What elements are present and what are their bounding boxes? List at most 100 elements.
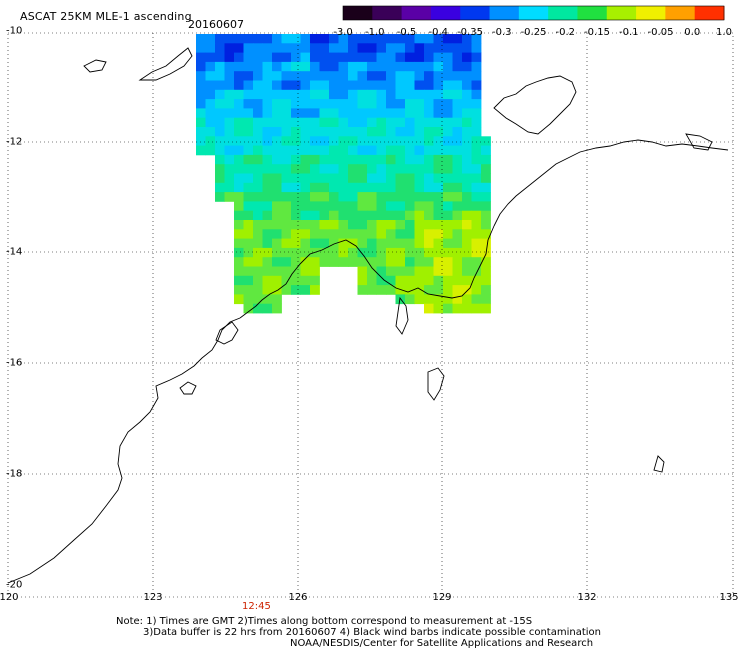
wind-cell [205, 127, 216, 137]
wind-cell [281, 34, 292, 44]
wind-cell [481, 285, 491, 295]
wind-cell [196, 127, 206, 137]
wind-cell [433, 275, 444, 286]
wind-cell [462, 80, 472, 91]
wind-cell [405, 182, 415, 193]
wind-cell [452, 89, 463, 100]
wind-cell [224, 34, 235, 44]
wind-cell [272, 285, 282, 295]
wind-cell [433, 164, 444, 174]
wind-cell [196, 99, 206, 109]
wind-cell [376, 145, 387, 156]
wind-cell [300, 71, 311, 81]
wind-cell [376, 257, 387, 267]
wind-cell [291, 238, 301, 249]
wind-cell [329, 257, 339, 267]
wind-cell [262, 182, 273, 193]
wind-cell [215, 99, 225, 109]
wind-cell [405, 145, 415, 156]
wind-cell [443, 294, 453, 305]
wind-cell [405, 257, 415, 267]
wind-cell [338, 201, 349, 212]
wind-cell [367, 89, 377, 100]
wind-cell [357, 182, 368, 193]
wind-cell [243, 164, 254, 174]
wind-cell [386, 127, 396, 137]
wind-cell [481, 275, 491, 286]
map-title: ASCAT 25KM MLE-1 ascending [20, 10, 192, 23]
wind-cell [471, 294, 482, 305]
wind-cell [224, 136, 235, 146]
wind-cell [452, 127, 463, 137]
wind-cell [338, 238, 349, 249]
wind-cell [357, 285, 368, 295]
wind-cell [338, 182, 349, 193]
wind-cell [357, 247, 368, 258]
wind-cell [452, 80, 463, 91]
wind-cell [424, 192, 434, 202]
wind-cell [329, 164, 339, 174]
wind-cell [462, 229, 472, 239]
wind-cell [424, 285, 434, 295]
wind-cell [471, 173, 482, 184]
wind-cell [443, 247, 453, 258]
wind-cell [291, 275, 301, 286]
wind-cell [310, 43, 320, 53]
wind-cell [367, 71, 377, 81]
wind-cell [310, 229, 320, 239]
wind-cell [433, 99, 444, 109]
wind-cell [405, 210, 415, 221]
wind-cell [319, 257, 330, 267]
wind-cell [386, 154, 396, 165]
wind-cell [395, 34, 406, 44]
wind-cell [414, 229, 425, 239]
wind-cell [300, 173, 311, 184]
wind-cell [443, 210, 453, 221]
wind-cell [433, 192, 444, 202]
wind-cell [224, 164, 235, 174]
wind-cell [405, 71, 415, 81]
wind-cell [281, 173, 292, 184]
wind-cell [215, 154, 225, 165]
wind-cell [367, 201, 377, 212]
wind-cell [272, 173, 282, 184]
wind-cell [329, 238, 339, 249]
wind-cell [443, 201, 453, 212]
wind-cell [348, 127, 358, 137]
wind-cell [234, 127, 244, 137]
wind-cell [395, 182, 406, 193]
wind-cell [272, 43, 282, 53]
x-label-1: 123 [143, 592, 163, 603]
wind-cell [253, 136, 263, 146]
wind-cell [329, 173, 339, 184]
wind-cell [272, 238, 282, 249]
wind-cell [395, 229, 406, 239]
wind-cell [471, 201, 482, 212]
wind-cell [300, 127, 311, 137]
wind-cell [319, 80, 330, 91]
wind-cell [243, 99, 254, 109]
wind-cell [443, 108, 453, 119]
wind-cell [386, 34, 396, 44]
wind-cell [253, 80, 263, 91]
wind-cell [243, 266, 254, 277]
wind-cell [471, 154, 482, 165]
wind-cell [243, 154, 254, 165]
wind-cell [243, 201, 254, 212]
wind-cell [300, 247, 311, 258]
wind-cell [386, 257, 396, 267]
wind-cell [424, 117, 434, 128]
wind-cell [348, 229, 358, 239]
wind-cell [205, 52, 216, 63]
wind-cell [281, 99, 292, 109]
wind-cell [376, 238, 387, 249]
time-marker: 12:45 [242, 601, 271, 612]
wind-cell [291, 99, 301, 109]
wind-cell [376, 210, 387, 221]
wind-cell [300, 285, 311, 295]
wind-cell [443, 145, 453, 156]
wind-cell [253, 182, 263, 193]
wind-cell [386, 164, 396, 174]
wind-cell [414, 117, 425, 128]
wind-cell [386, 145, 396, 156]
